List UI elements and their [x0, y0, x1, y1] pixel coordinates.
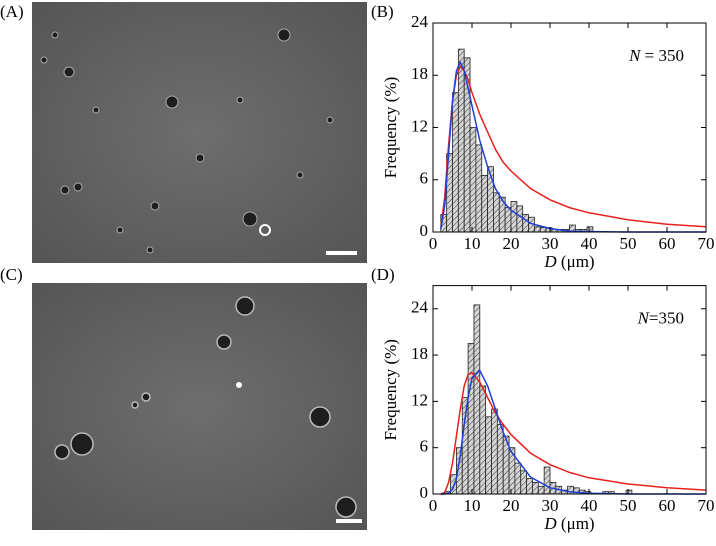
y-tick-label: 24: [411, 12, 429, 31]
panel-label: (B): [371, 2, 394, 21]
y-tick-label: 12: [411, 390, 428, 409]
micrograph-c: [32, 283, 367, 530]
micrograph-a: [32, 2, 367, 263]
x-tick-label: 50: [620, 496, 637, 515]
bar: [539, 227, 547, 233]
x-tick-label: 10: [464, 234, 481, 253]
bar: [522, 214, 529, 233]
x-tick-label: 10: [464, 496, 481, 515]
bar: [467, 343, 475, 495]
x-tick-label: 30: [542, 496, 559, 515]
y-tick-label: 24: [411, 298, 429, 317]
y-axis-label: Frequency (%): [381, 77, 400, 179]
bar: [543, 466, 551, 495]
panel-label: (D): [371, 265, 395, 284]
annotation-text: = 350: [640, 46, 684, 65]
y-axis-label: Frequency (%): [381, 339, 400, 441]
bar: [493, 192, 500, 233]
bar: [534, 226, 541, 233]
fit-curve: [440, 60, 706, 233]
x-axis-label: D (μm): [543, 252, 594, 271]
annotation-symbol: N: [628, 46, 642, 65]
bar: [526, 478, 533, 495]
x-tick-label: 20: [503, 496, 520, 515]
x-tick-label: 20: [503, 234, 520, 253]
bar: [514, 462, 522, 495]
x-axis-unit: (μm): [557, 252, 595, 271]
y-tick-label: 6: [420, 169, 429, 188]
x-tick-label: 40: [581, 496, 598, 515]
bar: [491, 408, 498, 495]
y-tick-label: 18: [411, 344, 428, 363]
bar: [457, 48, 465, 233]
annotation-text: =350: [649, 309, 684, 328]
x-tick-label: 70: [698, 496, 715, 515]
plot-frame: [432, 285, 707, 495]
x-axis-symbol: D: [543, 514, 557, 533]
x-axis-unit: (μm): [557, 514, 595, 533]
bar: [473, 304, 481, 495]
y-tick-label: 12: [411, 116, 428, 135]
x-tick-label: 30: [542, 234, 559, 253]
y-tick-label: 18: [411, 64, 428, 83]
bar: [469, 127, 477, 233]
panel-label: (C): [0, 265, 23, 284]
bar: [567, 485, 574, 495]
fit-curve: [440, 369, 706, 495]
x-tick-label: 60: [659, 496, 676, 515]
bar: [516, 205, 524, 233]
bar: [510, 201, 518, 233]
bar: [496, 424, 504, 495]
x-tick-label: 40: [581, 234, 598, 253]
bar: [537, 485, 545, 495]
x-tick-label: 50: [620, 234, 637, 253]
annotation: N=350: [637, 309, 684, 328]
x-tick-label: 0: [429, 496, 438, 515]
panel-label: (A): [0, 2, 24, 21]
y-tick-label: 0: [420, 483, 429, 502]
bar: [520, 470, 527, 495]
bar: [485, 416, 492, 495]
x-tick-label: 0: [429, 234, 438, 253]
annotation-symbol: N: [637, 309, 651, 328]
annotation: N = 350: [628, 46, 684, 65]
bar: [475, 144, 483, 233]
fit-curve: [440, 371, 707, 495]
bar: [481, 174, 488, 233]
bar: [504, 207, 512, 233]
y-tick-label: 6: [420, 437, 429, 456]
bar: [479, 385, 487, 495]
y-tick-label: 0: [420, 221, 429, 240]
x-axis-symbol: D: [543, 252, 557, 271]
x-axis-label: D (μm): [543, 514, 594, 533]
bar: [452, 92, 459, 233]
x-tick-label: 60: [659, 234, 676, 253]
bar: [461, 397, 469, 495]
bar: [532, 482, 539, 495]
x-tick-label: 70: [698, 234, 715, 253]
